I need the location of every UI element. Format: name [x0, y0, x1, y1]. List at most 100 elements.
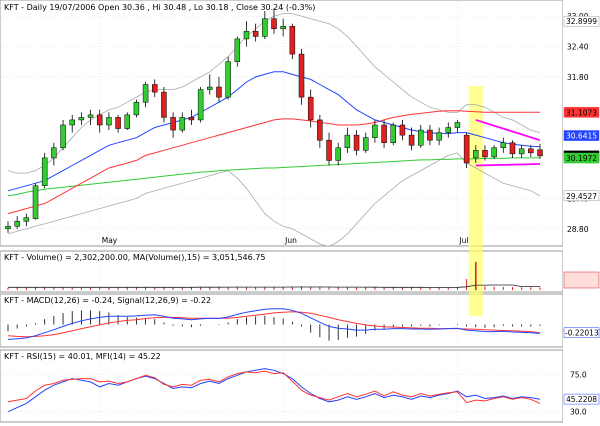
month-label-1: Jun [284, 236, 297, 245]
rsi-panel [0, 349, 564, 423]
price-marker-box-2 [563, 130, 600, 141]
candle-body-52 [482, 150, 488, 158]
candle-body-50 [463, 134, 470, 164]
ma20-line [7, 71, 541, 192]
candle-body-12 [115, 117, 121, 129]
price-axis-area [563, 0, 600, 426]
price-marker-2: 30.6415 [566, 132, 597, 141]
macd-lines: -0.220137 [7, 308, 600, 341]
candle-body-27 [252, 31, 259, 37]
candle-body-49 [454, 122, 461, 128]
rsi-marker-0: 45.2208 [566, 395, 597, 404]
candle-body-37 [344, 134, 351, 149]
candle-body-46 [427, 129, 433, 141]
candlesticks [5, 8, 543, 233]
candle-body-2 [23, 217, 30, 222]
candle-body-30 [280, 26, 286, 30]
candle-body-15 [142, 84, 149, 103]
candle-body-18 [170, 117, 176, 131]
candle-body-25 [234, 38, 241, 62]
macd-marker-0: -0.220137 [565, 329, 600, 338]
candle-body-16 [152, 84, 158, 93]
macd-marker-box-0 [563, 327, 600, 338]
month-label-2: Jul [458, 236, 468, 245]
price-marker-0: 32.8999 [566, 17, 597, 26]
candle-body-55 [509, 142, 516, 155]
candle-body-32 [298, 53, 305, 98]
candle-body-31 [289, 26, 296, 55]
volume-bars [7, 262, 600, 290]
bollinger-lower-line [7, 152, 541, 247]
rsi-line [7, 370, 541, 404]
candle-body-41 [381, 124, 387, 143]
axis-labels: 33.0032.4031.8029.4028.8032.899931.10733… [102, 12, 600, 245]
trendline-0 [475, 119, 541, 142]
candle-body-11 [106, 117, 112, 126]
candle-body-40 [372, 124, 378, 138]
candle-body-53 [491, 147, 497, 158]
price-marker-5: 29.4527 [566, 192, 597, 201]
candle-body-6 [60, 124, 66, 149]
candle-body-4 [41, 157, 48, 187]
price-tick-1: 32.40 [567, 43, 589, 52]
candle-body-43 [399, 124, 406, 136]
candle-body-24 [225, 61, 231, 98]
candle-body-34 [317, 119, 323, 141]
price-marker-1: 31.1073 [566, 108, 597, 117]
rsi-tick-1: 30.0 [570, 408, 587, 417]
price-tick-2: 31.80 [567, 73, 589, 82]
candle-body-10 [96, 114, 103, 126]
price-marker-4: 30.1972 [566, 154, 597, 163]
candle-body-8 [78, 117, 85, 121]
price-marker-box-1 [563, 107, 600, 118]
candle-body-42 [390, 124, 396, 143]
candle-body-48 [445, 127, 452, 133]
trendline-1 [475, 163, 541, 167]
candle-body-56 [518, 148, 525, 155]
ma50-line [7, 110, 540, 215]
candle-body-57 [528, 148, 534, 154]
chart-header: KFT - Daily 19/07/2006 Open 30.36 , Hi 3… [4, 3, 315, 12]
month-label-0: May [102, 236, 118, 245]
candle-body-26 [243, 31, 250, 40]
candle-body-23 [216, 86, 222, 98]
price-tick-4: 28.80 [567, 225, 589, 234]
rsi-marker-box-0 [563, 393, 600, 405]
candle-body-19 [179, 117, 186, 131]
candle-body-51 [473, 150, 479, 159]
candle-body-14 [133, 101, 140, 116]
macd-line [7, 308, 541, 340]
candle-body-13 [124, 114, 130, 129]
highlight-band [468, 86, 483, 316]
price-marker-box-0 [563, 15, 600, 27]
price-overlays [7, 13, 541, 247]
trendlines [475, 119, 541, 167]
candle-body-39 [362, 137, 369, 151]
volume-title: KFT - Volume() = 2,302,200.00, MA(Volume… [4, 253, 265, 262]
candle-body-20 [188, 117, 195, 121]
candle-body-58 [537, 149, 543, 157]
candle-body-47 [436, 132, 442, 141]
candle-body-22 [207, 86, 213, 90]
candle-body-29 [271, 18, 277, 30]
macd-title: KFT - MACD(12,26) = -0.24, Signal(12,26,… [4, 296, 211, 305]
candle-body-44 [408, 134, 415, 146]
candle-body-36 [335, 147, 341, 161]
candle-body-45 [418, 129, 424, 146]
candle-body-17 [161, 91, 167, 118]
rsi-title: KFT - RSI(15) = 40.01, MFI(14) = 45.22 [4, 352, 161, 361]
candle-body-28 [262, 18, 268, 37]
candle-body-54 [500, 142, 507, 149]
candle-body-5 [51, 147, 57, 159]
candle-body-38 [353, 134, 360, 151]
rsi-lines: 75.0 30.0 45.2208 [1, 368, 600, 417]
candle-body-33 [307, 96, 314, 121]
highlight-rect [468, 86, 483, 316]
candle-body-7 [69, 119, 75, 126]
grid-lines [1, 1, 562, 420]
volume-marker-box [563, 271, 600, 289]
candle-body-21 [197, 89, 204, 121]
price-marker-box-5 [563, 190, 600, 202]
candle-body-3 [32, 185, 39, 219]
